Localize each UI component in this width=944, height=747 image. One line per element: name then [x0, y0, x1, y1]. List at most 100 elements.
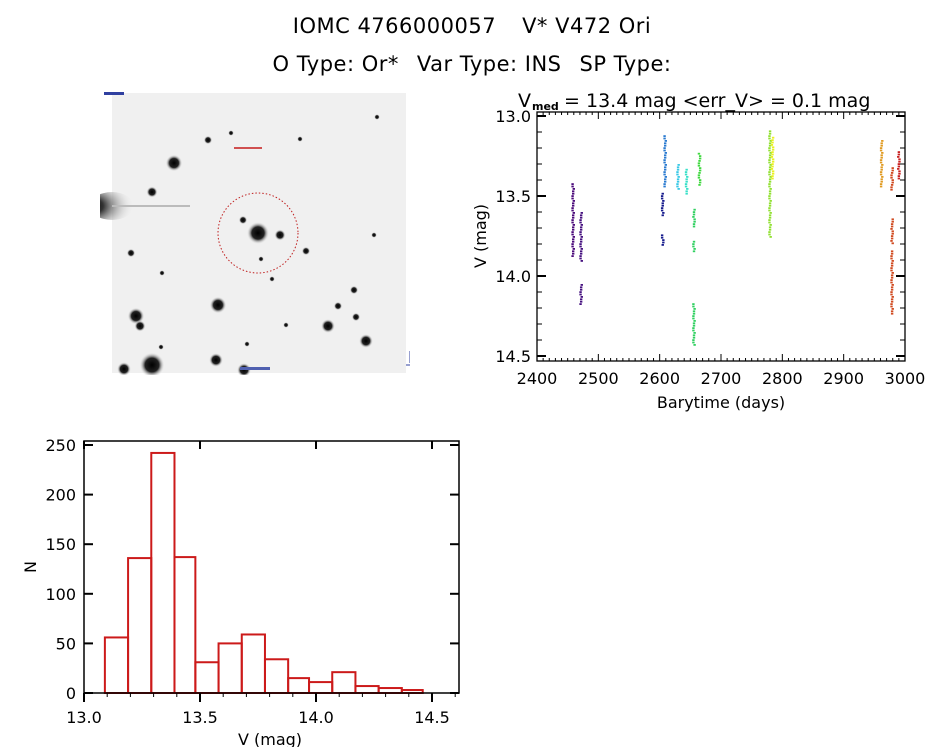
lc-point [768, 231, 771, 233]
lc-point [685, 168, 688, 171]
lc-series-epoch-8 [697, 152, 702, 186]
lc-point [897, 163, 901, 165]
lc-point [879, 147, 883, 149]
lc-point [661, 202, 664, 205]
lc-point [692, 310, 696, 313]
lc-point [692, 223, 696, 225]
histogram-bar [240, 633, 266, 694]
object-type: O Type: Or* [272, 52, 399, 76]
lc-point [579, 231, 582, 233]
lc-x-tick-label: 3000 [885, 369, 926, 388]
lc-point [771, 163, 774, 165]
star [297, 136, 303, 142]
lc-point [768, 207, 771, 209]
lc-point [768, 204, 772, 207]
lc-point [697, 162, 701, 165]
lc-point [579, 291, 582, 293]
lc-point [571, 226, 575, 229]
histogram-bar [331, 671, 357, 695]
lc-point [768, 159, 771, 161]
lc-point [579, 303, 582, 305]
lc-point [685, 178, 688, 181]
star [203, 135, 213, 145]
hist-x-tick-label: 13.0 [66, 708, 102, 727]
star [126, 248, 136, 258]
lc-point [572, 200, 575, 202]
lc-point [897, 151, 901, 153]
lc-point [663, 183, 666, 185]
lc-point [684, 183, 688, 185]
lc-point [685, 180, 688, 183]
lc-point [769, 212, 772, 214]
lc-point [685, 192, 688, 195]
lc-point [891, 220, 894, 223]
star [333, 301, 343, 311]
lc-point [768, 135, 771, 137]
lc-point [891, 242, 894, 245]
variability-type: Var Type: INS [416, 52, 562, 76]
hist-y-tick-label: 250 [45, 436, 76, 455]
lc-point [890, 255, 893, 257]
lc-point [684, 185, 688, 188]
lc-point [698, 155, 702, 157]
lc-point [768, 171, 771, 173]
lc-point [677, 188, 680, 190]
lc-point [770, 144, 774, 146]
lc-point [770, 168, 774, 170]
lc-point [684, 173, 688, 176]
hist-x-tick-label: 14.0 [298, 708, 334, 727]
lc-point [890, 240, 893, 242]
lc-point [676, 166, 680, 169]
lc-point [698, 172, 701, 174]
lc-title-rest: = 13.4 mag <err_V> = 0.1 mag [558, 90, 870, 112]
lc-point [768, 147, 771, 149]
lc-point [693, 218, 696, 221]
lc-point [768, 190, 772, 193]
lc-point [697, 152, 701, 155]
lc-point [771, 170, 775, 173]
star [209, 296, 227, 314]
lc-point [770, 156, 774, 158]
lc-point [676, 171, 679, 173]
star-type-title: O Type: Or* Var Type: INS SP Type: [0, 52, 944, 76]
lc-point [686, 188, 689, 190]
lc-point [890, 186, 893, 189]
star [321, 319, 335, 333]
lc-point [890, 257, 893, 260]
lc-point [571, 190, 575, 193]
lc-point [663, 171, 666, 173]
lc-point [579, 216, 583, 219]
lc-point [677, 176, 680, 178]
lc-point [692, 213, 696, 216]
lc-point [692, 312, 696, 315]
lc-point [676, 178, 680, 181]
lc-point [660, 209, 664, 212]
star-id-title: IOMC 4766000057 V* V472 Ori [0, 14, 944, 38]
lc-point [579, 293, 582, 296]
lc-point [692, 225, 696, 228]
lc-point [890, 281, 893, 284]
lc-point [768, 137, 771, 140]
star [146, 186, 158, 198]
lc-point [891, 167, 894, 169]
field-stars [100, 114, 380, 375]
lc-point [898, 170, 901, 173]
lc-point [768, 197, 771, 200]
lc-point [880, 154, 883, 157]
lc-series-epoch-6 [684, 168, 689, 195]
lc-point [580, 296, 583, 298]
star-name: V* V472 Ori [522, 14, 652, 38]
lc-point [579, 298, 583, 301]
lc-x-tick-label: 2600 [639, 369, 680, 388]
lc-point [579, 228, 583, 231]
lc-point [768, 168, 772, 171]
survey-label [104, 92, 124, 95]
star [117, 362, 131, 375]
lc-point [891, 230, 894, 233]
lc-point [684, 171, 688, 173]
lc-point [879, 183, 883, 185]
lc-point [890, 225, 894, 228]
lc-point [697, 164, 701, 167]
lc-point [676, 173, 679, 176]
lc-point [571, 214, 575, 217]
